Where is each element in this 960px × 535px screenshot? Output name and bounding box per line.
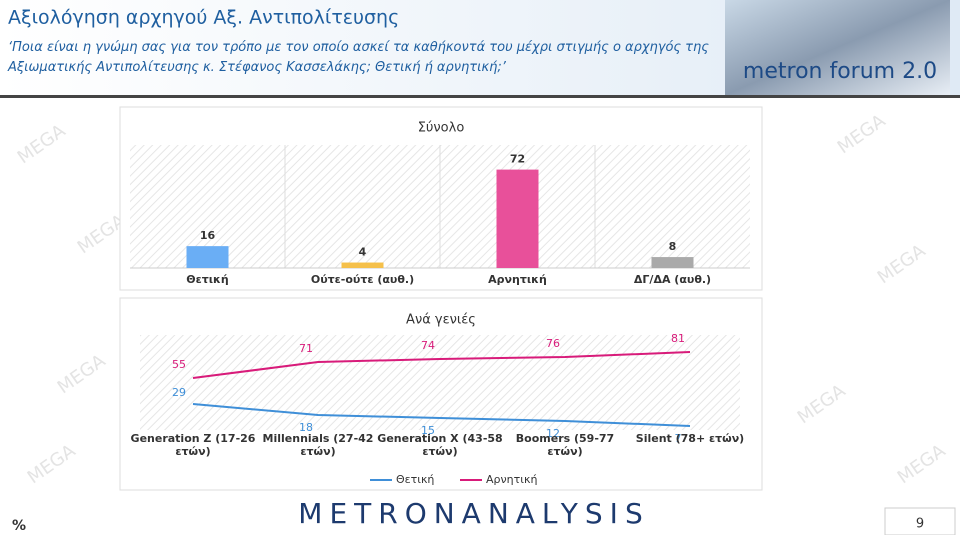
data-label: 29 [172, 386, 186, 399]
data-label: 76 [546, 337, 560, 350]
data-label: 74 [421, 339, 435, 352]
data-label: 8 [669, 240, 677, 253]
legend-label: Αρνητική [486, 473, 537, 486]
data-label: 72 [510, 153, 525, 166]
x-tick-label: Generation Z (17-26 ετών) [130, 432, 256, 458]
watermark: MEGA [794, 380, 850, 428]
legend-label: Θετική [396, 473, 434, 486]
x-tick-label: Boomers (59-77 ετών) [515, 432, 615, 458]
data-label: 15 [421, 424, 435, 437]
unit: % [12, 518, 26, 534]
watermark: MEGA [54, 350, 110, 398]
line [192, 351, 691, 379]
page-number: 9 [916, 517, 924, 532]
data-label: 71 [299, 342, 313, 355]
bar [186, 246, 229, 268]
data-label: 18 [299, 421, 313, 434]
page-box [884, 507, 956, 535]
line-title: Ανά γενιές [406, 313, 476, 328]
bar [496, 169, 539, 268]
x-tick-label: Θετική [186, 273, 228, 286]
watermark: MEGA [874, 240, 930, 288]
badge-image [725, 0, 950, 95]
data-label: 7 [675, 432, 682, 445]
data-label: 12 [546, 427, 560, 440]
x-tick-label: Ούτε-ούτε (αυθ.) [311, 273, 414, 286]
title: Αξιολόγηση αρχηγού Αξ. Αντιπολίτευσης [8, 7, 399, 29]
x-tick-label: Αρνητική [488, 273, 547, 286]
footer-logo: METRONANALYSIS [298, 497, 649, 530]
data-label: 55 [172, 358, 186, 371]
watermark: MEGA [834, 110, 890, 158]
x-tick-label: ΔΓ/ΔΑ (αυθ.) [634, 273, 711, 286]
x-tick-label: Generation X (43-58 ετών) [377, 432, 503, 458]
watermark: MEGA [894, 440, 950, 488]
header-rule [0, 95, 960, 98]
line-plot [140, 335, 740, 430]
data-label: 81 [671, 332, 685, 345]
data-label: 16 [200, 229, 216, 242]
watermark: MEGA [24, 440, 80, 488]
data-label: 4 [359, 246, 367, 259]
x-tick-label: Silent (78+ ετών) [635, 432, 745, 445]
bar [651, 257, 694, 268]
badge: metron forum 2.0 [743, 59, 937, 84]
bar-title: Σύνολο [418, 121, 465, 136]
bar [341, 262, 384, 268]
watermark: MEGA [14, 120, 70, 168]
x-tick-label: Millennials (27-42 ετών) [262, 432, 374, 458]
line [192, 403, 691, 427]
subtitle: ‘Ποια είναι η γνώμη σας για τον τρόπο με… [8, 40, 709, 75]
